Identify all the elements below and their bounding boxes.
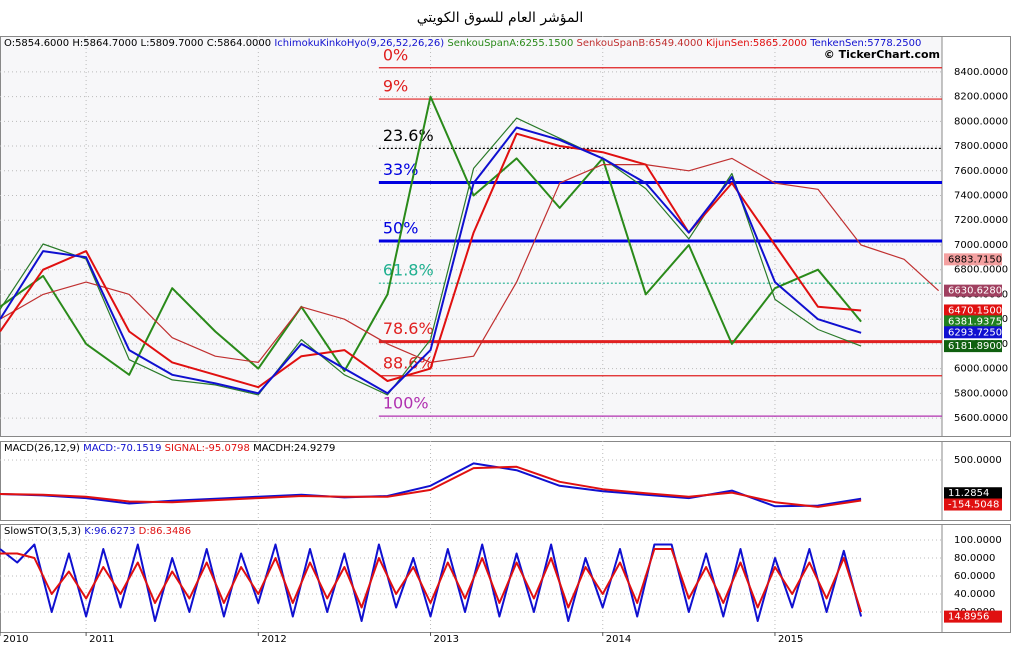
legend-entry: D:86.3486: [139, 526, 191, 537]
value-tag-label: 6381.9375: [948, 316, 1002, 327]
y-tick-label: 40.0000: [954, 589, 995, 600]
series-line: [0, 543, 863, 622]
indicator-label: MACD(26,12,9): [4, 443, 80, 454]
value-tag: [944, 487, 1002, 500]
panel-header: SlowSTO(3,5,3) K:96.6273 D:86.3486: [4, 526, 191, 537]
value-tag-label: 6293.7250: [948, 327, 1002, 338]
panel-frame: [0, 524, 1011, 633]
value-tag: [944, 340, 1002, 353]
y-tick-label: 7000.0000: [954, 240, 1008, 251]
y-tick-label: 6000.0000: [954, 364, 1008, 375]
value-tag: [944, 498, 1002, 511]
x-tick-label: 2012: [261, 634, 286, 645]
ohlc-label: L:5809.7000: [141, 38, 204, 49]
watermark: © TickerChart.com: [824, 48, 940, 61]
panel-frame: [0, 36, 1011, 437]
ohlc-label: H:5864.7000: [72, 38, 137, 49]
fib-label: 9%: [383, 77, 408, 96]
value-tag-label: 6470.1500: [948, 305, 1002, 316]
legend-entry: MACD:-70.1519: [83, 443, 161, 454]
y-tick-label: 6800.0000: [954, 265, 1008, 276]
y-tick-label: 60.0000: [954, 571, 995, 582]
legend-entry: KijunSen:5865.2000: [706, 38, 807, 49]
panel-header: O:5854.6000 H:5864.7000 L:5809.7000 C:58…: [4, 38, 921, 49]
ohlc-label: O:5854.6000: [4, 38, 69, 49]
y-tick-label: 100.0000: [954, 535, 1002, 546]
y-tick-label: 7400.0000: [954, 191, 1008, 202]
x-tick-label: 2010: [3, 634, 28, 645]
series-line: [0, 465, 862, 508]
y-tick-label: 7200.0000: [954, 215, 1008, 226]
series-line: [0, 157, 940, 363]
value-tag-label: 11.2854: [948, 488, 989, 499]
panel-header: MACD(26,12,9) MACD:-70.1519 SIGNAL:-95.0…: [4, 443, 335, 454]
value-tag: [944, 253, 1002, 266]
y-tick-label: 5800.0000: [954, 388, 1008, 399]
fib-label: 50%: [383, 219, 419, 238]
legend-entry: SenkouSpanA:6255.1500: [447, 38, 573, 49]
y-tick-label: 500.0000: [954, 455, 1002, 466]
chart-title: المؤشر العام للسوق الكويتي: [417, 10, 584, 26]
x-tick-label: 2011: [89, 634, 114, 645]
value-tag-label: -154.5048: [948, 500, 999, 511]
fib-label: 78.6%: [383, 319, 434, 338]
y-tick-label: 7800.0000: [954, 141, 1008, 152]
y-tick-label: 8000.0000: [954, 116, 1008, 127]
fib-label: 0%: [383, 45, 408, 64]
value-tag: [944, 610, 1002, 623]
y-tick-label: 5600.0000: [954, 413, 1008, 424]
ohlc-label: C:5864.0000: [207, 38, 271, 49]
indicator-label: IchimokuKinkoHyo(9,26,52,26,26): [274, 38, 444, 49]
series-line: [0, 95, 862, 376]
x-tick-label: 2014: [606, 634, 631, 645]
value-tag-label: 6630.6280: [948, 286, 1002, 297]
x-tick-label: 2015: [778, 634, 803, 645]
x-tick-label: 2013: [434, 634, 459, 645]
y-tick-label: 7600.0000: [954, 166, 1008, 177]
value-tag-label: 6181.8900: [948, 341, 1002, 352]
y-tick-label: 8400.0000: [954, 67, 1008, 78]
fib-label: 23.6%: [383, 126, 434, 145]
legend-entry: MACDH:24.9279: [253, 443, 335, 454]
series-line: [0, 126, 862, 395]
legend-entry: K:96.6273: [84, 526, 135, 537]
y-tick-label: 80.0000: [954, 553, 995, 564]
panel-background: [0, 36, 942, 436]
indicator-label: SlowSTO(3,5,3): [4, 526, 81, 537]
legend-entry: SenkouSpanB:6549.4000: [577, 38, 703, 49]
fib-label: 33%: [383, 160, 419, 179]
value-tag: [944, 304, 1002, 317]
fib-label: 61.8%: [383, 261, 434, 280]
series-line: [0, 548, 863, 613]
value-tag: [944, 326, 1002, 339]
panel-frame: [0, 441, 1011, 521]
legend-entry: TenkenSen:5778.2500: [809, 38, 921, 49]
fib-label: 100%: [383, 394, 429, 413]
value-tag-label: 14.8956: [948, 612, 989, 623]
y-tick-label: 8200.0000: [954, 92, 1008, 103]
value-tag: [944, 284, 1002, 297]
legend-entry: SIGNAL:-95.0798: [165, 443, 250, 454]
value-tag: [944, 315, 1002, 328]
series-line: [0, 132, 862, 389]
value-tag-label: 6883.7150: [948, 254, 1002, 265]
